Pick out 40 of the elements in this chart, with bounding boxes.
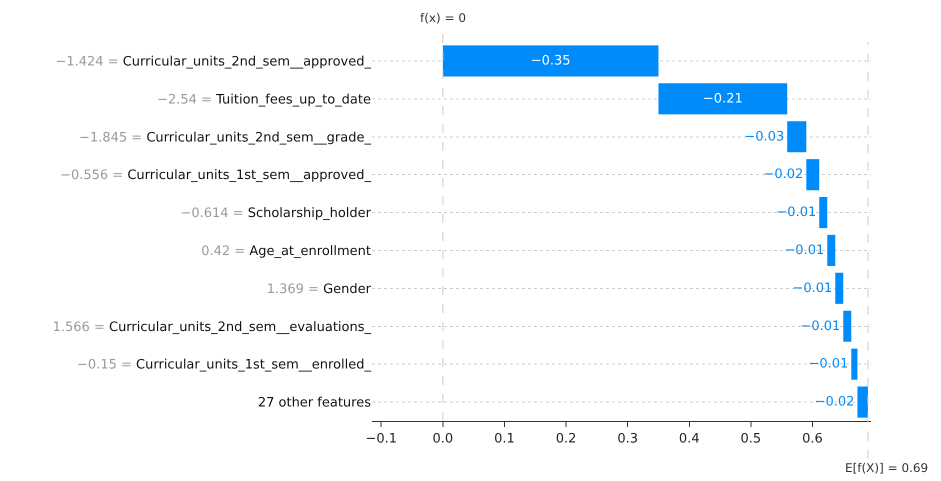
x-tick-label: −0.1 (365, 432, 398, 447)
x-tick-label: 0.2 (556, 432, 576, 447)
y-tick-label: −1.845 = Curricular_units_2nd_sem__grade_ (79, 130, 372, 146)
bar (851, 348, 858, 380)
x-tick-label: 0.5 (740, 432, 762, 447)
x-tick-label: 0.4 (678, 432, 700, 447)
data-label: −0.02 (763, 167, 804, 182)
bar (835, 272, 844, 304)
y-tick-label: 1.369 = Gender (266, 282, 372, 297)
data-label: −0.01 (776, 205, 816, 220)
y-tick-label: −2.54 = Tuition_fees_up_to_date (157, 92, 371, 108)
data-label: −0.03 (744, 129, 784, 144)
x-tick-label: 0.3 (617, 432, 638, 447)
bar (442, 45, 658, 76)
bar (806, 159, 820, 190)
bar (819, 197, 828, 228)
data-label: −0.21 (702, 91, 743, 106)
y-tick-label: −0.15 = Curricular_units_1st_sem__enrolled_ (77, 358, 372, 373)
data-label: −0.01 (800, 318, 840, 334)
bar (827, 234, 836, 266)
y-tick-label: 1.566 = Curricular_units_2nd_sem__evaluations_ (52, 320, 372, 335)
data-label: −0.35 (530, 53, 571, 68)
x-tick-label: 0.6 (802, 432, 823, 447)
x-tick-label: 0.1 (494, 432, 515, 447)
y-tick-label: −0.614 = Scholarship_holder (180, 206, 372, 222)
y-tick-label: 0.42 = Age_at_enrollment (201, 244, 371, 259)
data-label: −0.01 (808, 356, 848, 372)
bar (787, 121, 806, 152)
data-label: −0.01 (792, 280, 832, 296)
y-tick-label: −1.424 = Curricular_units_2nd_sem__approved_ (55, 54, 372, 70)
y-tick-label: 27 other features (258, 396, 372, 411)
ref-line-label: f(x) = 0 (420, 11, 466, 25)
data-label: −0.02 (814, 394, 854, 410)
ref-line-label: E[f(X)] = 0.69 (845, 461, 928, 475)
bar (843, 310, 852, 342)
x-tick-label: 0.0 (432, 432, 454, 447)
y-tick-label: −0.556 = Curricular_units_1st_sem__approved_ (60, 168, 372, 184)
data-label: −0.01 (784, 242, 824, 258)
bar (857, 386, 868, 418)
bar (658, 83, 788, 114)
